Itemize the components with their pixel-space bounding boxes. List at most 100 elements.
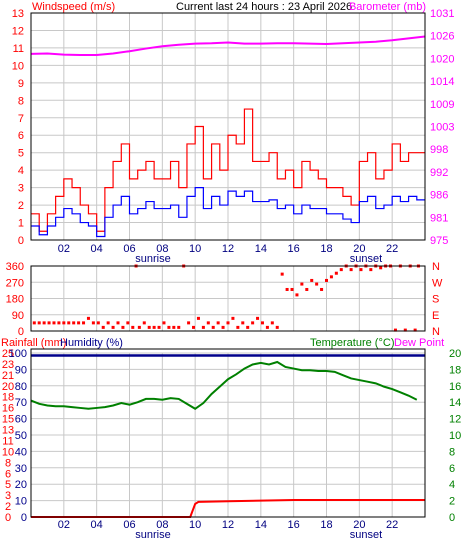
climate-x-tick-labels: 02 04 06 08 10 12 14 16 18 20 22 bbox=[58, 519, 399, 531]
sunrise-marker-bottom: sunrise bbox=[135, 529, 170, 541]
wind-panel: Windspeed (m/s) Current last 24 hours : … bbox=[12, 1, 455, 265]
direction-point bbox=[57, 321, 61, 325]
temperature-tick-labels: 0 2 4 6 8 10 12 14 16 18 20 bbox=[449, 348, 461, 524]
direction-point bbox=[246, 325, 250, 329]
wind-x-tick-label: 18 bbox=[320, 243, 332, 255]
rainfall-tick-label: 15 bbox=[2, 414, 14, 426]
climate-x-tick-label: 18 bbox=[320, 519, 332, 531]
wind-average-line bbox=[31, 187, 425, 238]
windspeed-tick-label: 11 bbox=[13, 43, 24, 55]
barometer-tick-labels: 975 981 986 992 998 1003 1009 1014 1020 1026 1031 bbox=[430, 8, 454, 247]
direction-point bbox=[157, 325, 161, 329]
temperature-axis-title: Temperature (°C) bbox=[310, 337, 394, 349]
direction-point bbox=[211, 325, 215, 329]
direction-point bbox=[310, 278, 314, 282]
direction-compass-label: E bbox=[432, 310, 439, 322]
direction-compass-label: N bbox=[432, 261, 440, 273]
windspeed-tick-label: 5 bbox=[18, 148, 24, 160]
barometer-tick-label: 986 bbox=[430, 190, 448, 202]
barometer-tick-label: 998 bbox=[430, 144, 448, 156]
direction-point bbox=[290, 287, 294, 291]
direction-frame bbox=[30, 265, 426, 332]
direction-point bbox=[320, 287, 324, 291]
direction-point bbox=[241, 321, 245, 325]
direction-point bbox=[192, 325, 196, 329]
direction-compass-label: S bbox=[432, 294, 439, 306]
temperature-tick-label: 18 bbox=[449, 364, 461, 376]
rainfall-tick-label: 18 bbox=[2, 392, 14, 404]
rainfall-tick-label: 23 bbox=[2, 359, 14, 371]
direction-point bbox=[32, 321, 36, 325]
direction-degree-label: 180 bbox=[6, 294, 24, 306]
direction-point bbox=[329, 275, 333, 279]
wind-x-tick-label: 06 bbox=[123, 243, 135, 255]
direction-point bbox=[379, 266, 383, 270]
direction-point bbox=[67, 321, 71, 325]
direction-point bbox=[47, 321, 51, 325]
humidity-tick-label: 50 bbox=[15, 430, 27, 442]
climate-x-tick-label: 22 bbox=[386, 519, 398, 531]
direction-degree-label: 90 bbox=[12, 310, 24, 322]
direction-point bbox=[72, 321, 76, 325]
wind-x-tick-label: 12 bbox=[222, 243, 234, 255]
humidity-tick-label: 100 bbox=[9, 348, 27, 360]
direction-point bbox=[111, 325, 115, 329]
direction-point bbox=[62, 321, 66, 325]
direction-point bbox=[52, 321, 56, 325]
barometer-tick-label: 975 bbox=[430, 235, 448, 247]
climate-x-tick-label: 14 bbox=[255, 519, 267, 531]
sunset-marker-top: sunset bbox=[350, 253, 382, 265]
windspeed-tick-label: 4 bbox=[18, 165, 24, 177]
direction-point bbox=[216, 321, 220, 325]
direction-point bbox=[295, 293, 299, 297]
wind-x-tick-label: 20 bbox=[353, 243, 365, 255]
direction-point bbox=[221, 325, 225, 329]
direction-point bbox=[275, 325, 279, 329]
direction-point bbox=[359, 268, 363, 272]
windspeed-tick-label: 9 bbox=[18, 78, 24, 90]
humidity-axis-title: Humidity (%) bbox=[60, 337, 123, 349]
windspeed-tick-label: 7 bbox=[18, 113, 24, 125]
climate-grid bbox=[31, 352, 425, 518]
direction-point bbox=[131, 325, 135, 329]
rainfall-tick-label: 8 bbox=[5, 457, 11, 469]
direction-point bbox=[265, 325, 269, 329]
windspeed-tick-label: 10 bbox=[12, 60, 24, 72]
rainfall-axis-title: Rainfall (mm) bbox=[1, 337, 66, 349]
windspeed-tick-label: 2 bbox=[18, 200, 24, 212]
temperature-tick-label: 8 bbox=[449, 446, 455, 458]
direction-point bbox=[236, 325, 240, 329]
rainfall-tick-label: 16 bbox=[2, 403, 14, 415]
direction-point bbox=[305, 287, 309, 291]
direction-point bbox=[393, 328, 397, 332]
direction-point bbox=[37, 321, 41, 325]
rainfall-line bbox=[31, 498, 425, 518]
direction-point bbox=[42, 321, 46, 325]
direction-point bbox=[251, 321, 255, 325]
wind-x-tick-label: 16 bbox=[288, 243, 300, 255]
climate-x-tick-label: 16 bbox=[288, 519, 300, 531]
humidity-tick-label: 20 bbox=[15, 479, 27, 491]
direction-point bbox=[77, 321, 81, 325]
temperature-tick-label: 6 bbox=[449, 463, 455, 475]
direction-point bbox=[121, 325, 125, 329]
direction-point bbox=[177, 325, 181, 329]
wind-grid bbox=[31, 12, 425, 241]
temperature-line bbox=[30, 360, 418, 410]
direction-point bbox=[349, 268, 353, 272]
direction-point bbox=[116, 321, 120, 325]
direction-point bbox=[285, 287, 289, 291]
barometer-tick-label: 981 bbox=[430, 212, 448, 224]
rainfall-tick-label: 21 bbox=[2, 370, 14, 382]
climate-x-tick-label: 20 bbox=[353, 519, 365, 531]
climate-frame bbox=[30, 348, 426, 518]
rainfall-tick-label: 5 bbox=[5, 479, 11, 491]
wind-x-tick-label: 22 bbox=[386, 243, 398, 255]
barometer-line bbox=[30, 35, 426, 56]
windspeed-tick-label: 8 bbox=[18, 95, 24, 107]
climate-x-tick-label: 12 bbox=[222, 519, 234, 531]
wind-x-tick-labels: 02 04 06 08 10 12 14 16 18 20 22 bbox=[58, 243, 399, 255]
